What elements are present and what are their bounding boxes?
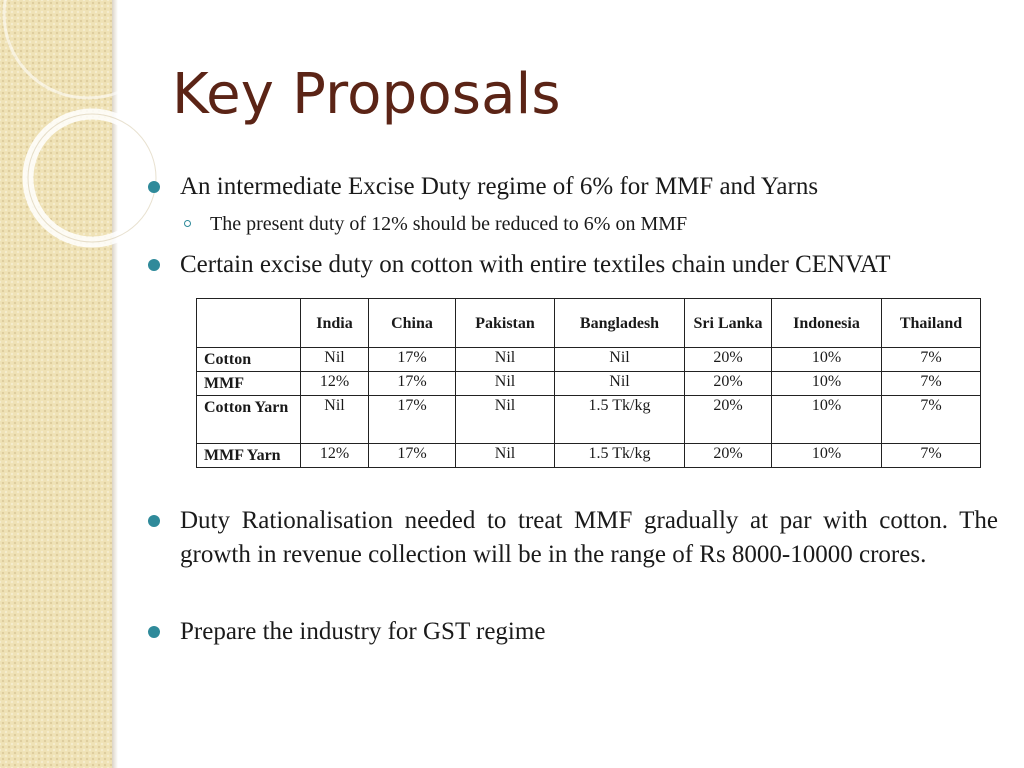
- bullet-text: Certain excise duty on cotton with entir…: [180, 251, 891, 278]
- table-row: Cotton Yarn Nil 17% Nil 1.5 Tk/kg 20% 10…: [196, 395, 981, 444]
- duty-comparison-table: India China Pakistan Bangladesh Sri Lank…: [196, 298, 981, 468]
- table-cell: Nil: [455, 371, 555, 396]
- row-label: MMF Yarn: [196, 443, 301, 468]
- bullet-text: Duty Rationalisation needed to treat MMF…: [180, 507, 998, 568]
- table-cell: 20%: [684, 347, 772, 372]
- sub-bullet-ring-icon: [184, 220, 191, 227]
- table-header-row: India China Pakistan Bangladesh Sri Lank…: [196, 298, 981, 348]
- table-header-corner: [196, 298, 301, 348]
- slide-title: Key Proposals: [172, 62, 561, 127]
- table-header-bangladesh: Bangladesh: [554, 298, 685, 348]
- table-cell: 20%: [684, 395, 772, 444]
- row-label: Cotton: [196, 347, 301, 372]
- table-cell: Nil: [300, 395, 369, 444]
- table-cell: 12%: [300, 443, 369, 468]
- bullet-dot-icon: [148, 626, 160, 638]
- table-cell: 7%: [881, 371, 981, 396]
- table-cell: 20%: [684, 443, 772, 468]
- table-cell: 1.5 Tk/kg: [554, 443, 685, 468]
- bullet-dot-icon: [148, 259, 160, 271]
- table-cell: 1.5 Tk/kg: [554, 395, 685, 444]
- table-cell: 12%: [300, 371, 369, 396]
- table-cell: 17%: [368, 443, 456, 468]
- table-cell: Nil: [554, 347, 685, 372]
- table-header-indonesia: Indonesia: [771, 298, 882, 348]
- table-row: Cotton Nil 17% Nil Nil 20% 10% 7%: [196, 347, 981, 372]
- side-band-shadow: [112, 0, 118, 768]
- table-header-china: China: [368, 298, 456, 348]
- table-cell: 7%: [881, 347, 981, 372]
- table-header-sri-lanka: Sri Lanka: [684, 298, 772, 348]
- row-label: MMF: [196, 371, 301, 396]
- sub-bullet-text: The present duty of 12% should be reduce…: [210, 213, 688, 235]
- table-cell: Nil: [554, 371, 685, 396]
- table-cell: Nil: [455, 347, 555, 372]
- decorative-side-band: [0, 0, 112, 768]
- table-cell: Nil: [455, 443, 555, 468]
- table-cell: 10%: [771, 371, 882, 396]
- bullet-dot-icon: [148, 181, 160, 193]
- table-cell: 17%: [368, 395, 456, 444]
- table-cell: 7%: [881, 395, 981, 444]
- table-cell: Nil: [455, 395, 555, 444]
- table-cell: 17%: [368, 347, 456, 372]
- table-cell: 10%: [771, 395, 882, 444]
- table-cell: 7%: [881, 443, 981, 468]
- table-header-pakistan: Pakistan: [455, 298, 555, 348]
- table-header-india: India: [300, 298, 369, 348]
- table-cell: 10%: [771, 443, 882, 468]
- table-cell: 17%: [368, 371, 456, 396]
- bullet-text: Prepare the industry for GST regime: [180, 618, 546, 645]
- table-cell: 20%: [684, 371, 772, 396]
- table-row: MMF 12% 17% Nil Nil 20% 10% 7%: [196, 371, 981, 396]
- bullet-dot-icon: [148, 515, 160, 527]
- bullet-text: An intermediate Excise Duty regime of 6%…: [180, 173, 819, 200]
- row-label: Cotton Yarn: [196, 395, 301, 444]
- table-cell: 10%: [771, 347, 882, 372]
- table-header-thailand: Thailand: [881, 298, 981, 348]
- table-row: MMF Yarn 12% 17% Nil 1.5 Tk/kg 20% 10% 7…: [196, 443, 981, 468]
- table-cell: Nil: [300, 347, 369, 372]
